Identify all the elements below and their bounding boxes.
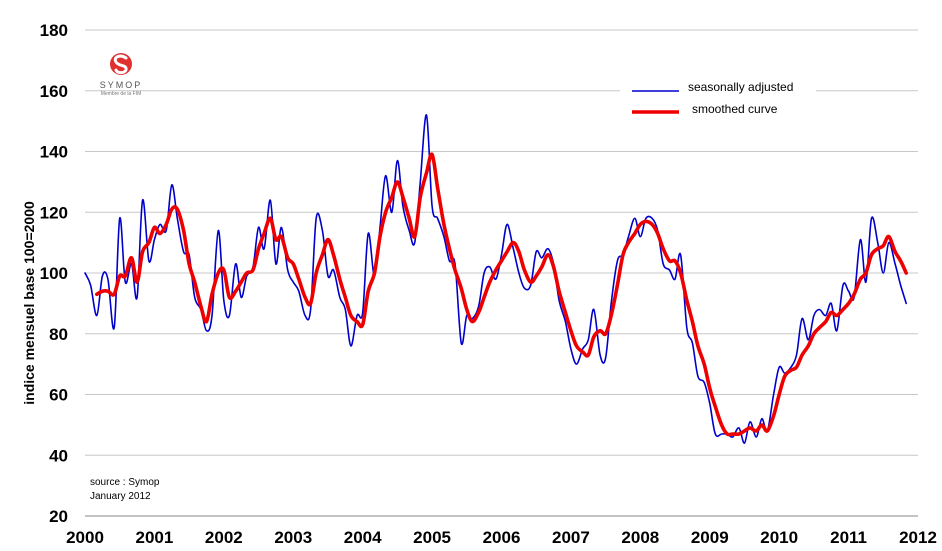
series-line-seasonally-adjusted (84, 114, 907, 444)
x-tick-label-2005: 2005 (413, 528, 451, 547)
x-tick-label-2010: 2010 (760, 528, 798, 547)
x-tick-label-2012: 2012 (899, 528, 937, 547)
y-axis-title: indice mensuel base 100=2000 (21, 201, 37, 405)
x-tick-label-2002: 2002 (205, 528, 243, 547)
logo-tagline: Membre de la FIM (101, 91, 142, 97)
y-tick-label-120: 120 (40, 203, 68, 222)
x-tick-label-2011: 2011 (830, 528, 867, 547)
x-tick-label-2008: 2008 (621, 528, 659, 547)
x-tick-label-2006: 2006 (483, 528, 521, 547)
y-tick-label-20: 20 (49, 507, 68, 526)
x-tick-label-2009: 2009 (691, 528, 729, 547)
x-tick-label-2001: 2001 (136, 528, 174, 547)
logo-name: SYMOP (100, 80, 143, 90)
legend-label-seasonally-adjusted: seasonally adjusted (688, 80, 793, 94)
y-axis-tick-labels: 20 40 60 80 100 120 140 160 180 (40, 21, 68, 526)
y-tick-label-100: 100 (40, 264, 68, 283)
gridlines (85, 29, 918, 517)
source-note: source : Symop (90, 477, 160, 488)
legend: seasonally adjusted smoothed curve (620, 74, 816, 120)
x-tick-label-2007: 2007 (552, 528, 590, 547)
x-tick-label-2003: 2003 (274, 528, 312, 547)
y-tick-label-60: 60 (49, 386, 68, 405)
x-tick-label-2004: 2004 (344, 528, 382, 547)
y-tick-label-80: 80 (49, 325, 68, 344)
series-line-smoothed-curve (95, 152, 908, 437)
series-lines (84, 114, 908, 444)
y-tick-label-180: 180 (40, 21, 68, 40)
y-tick-label-160: 160 (40, 82, 68, 101)
symop-logo: SYMOP Membre de la FIM (100, 53, 143, 97)
y-tick-label-140: 140 (40, 143, 68, 162)
x-tick-label-2000: 2000 (66, 528, 104, 547)
x-axis-tick-labels: 2000 2001 2002 2003 2004 2005 2006 2007 2008 2009… (66, 528, 937, 547)
y-tick-label-40: 40 (49, 446, 68, 465)
legend-label-smoothed-curve: smoothed curve (692, 102, 778, 116)
source-date: January 2012 (90, 491, 151, 502)
